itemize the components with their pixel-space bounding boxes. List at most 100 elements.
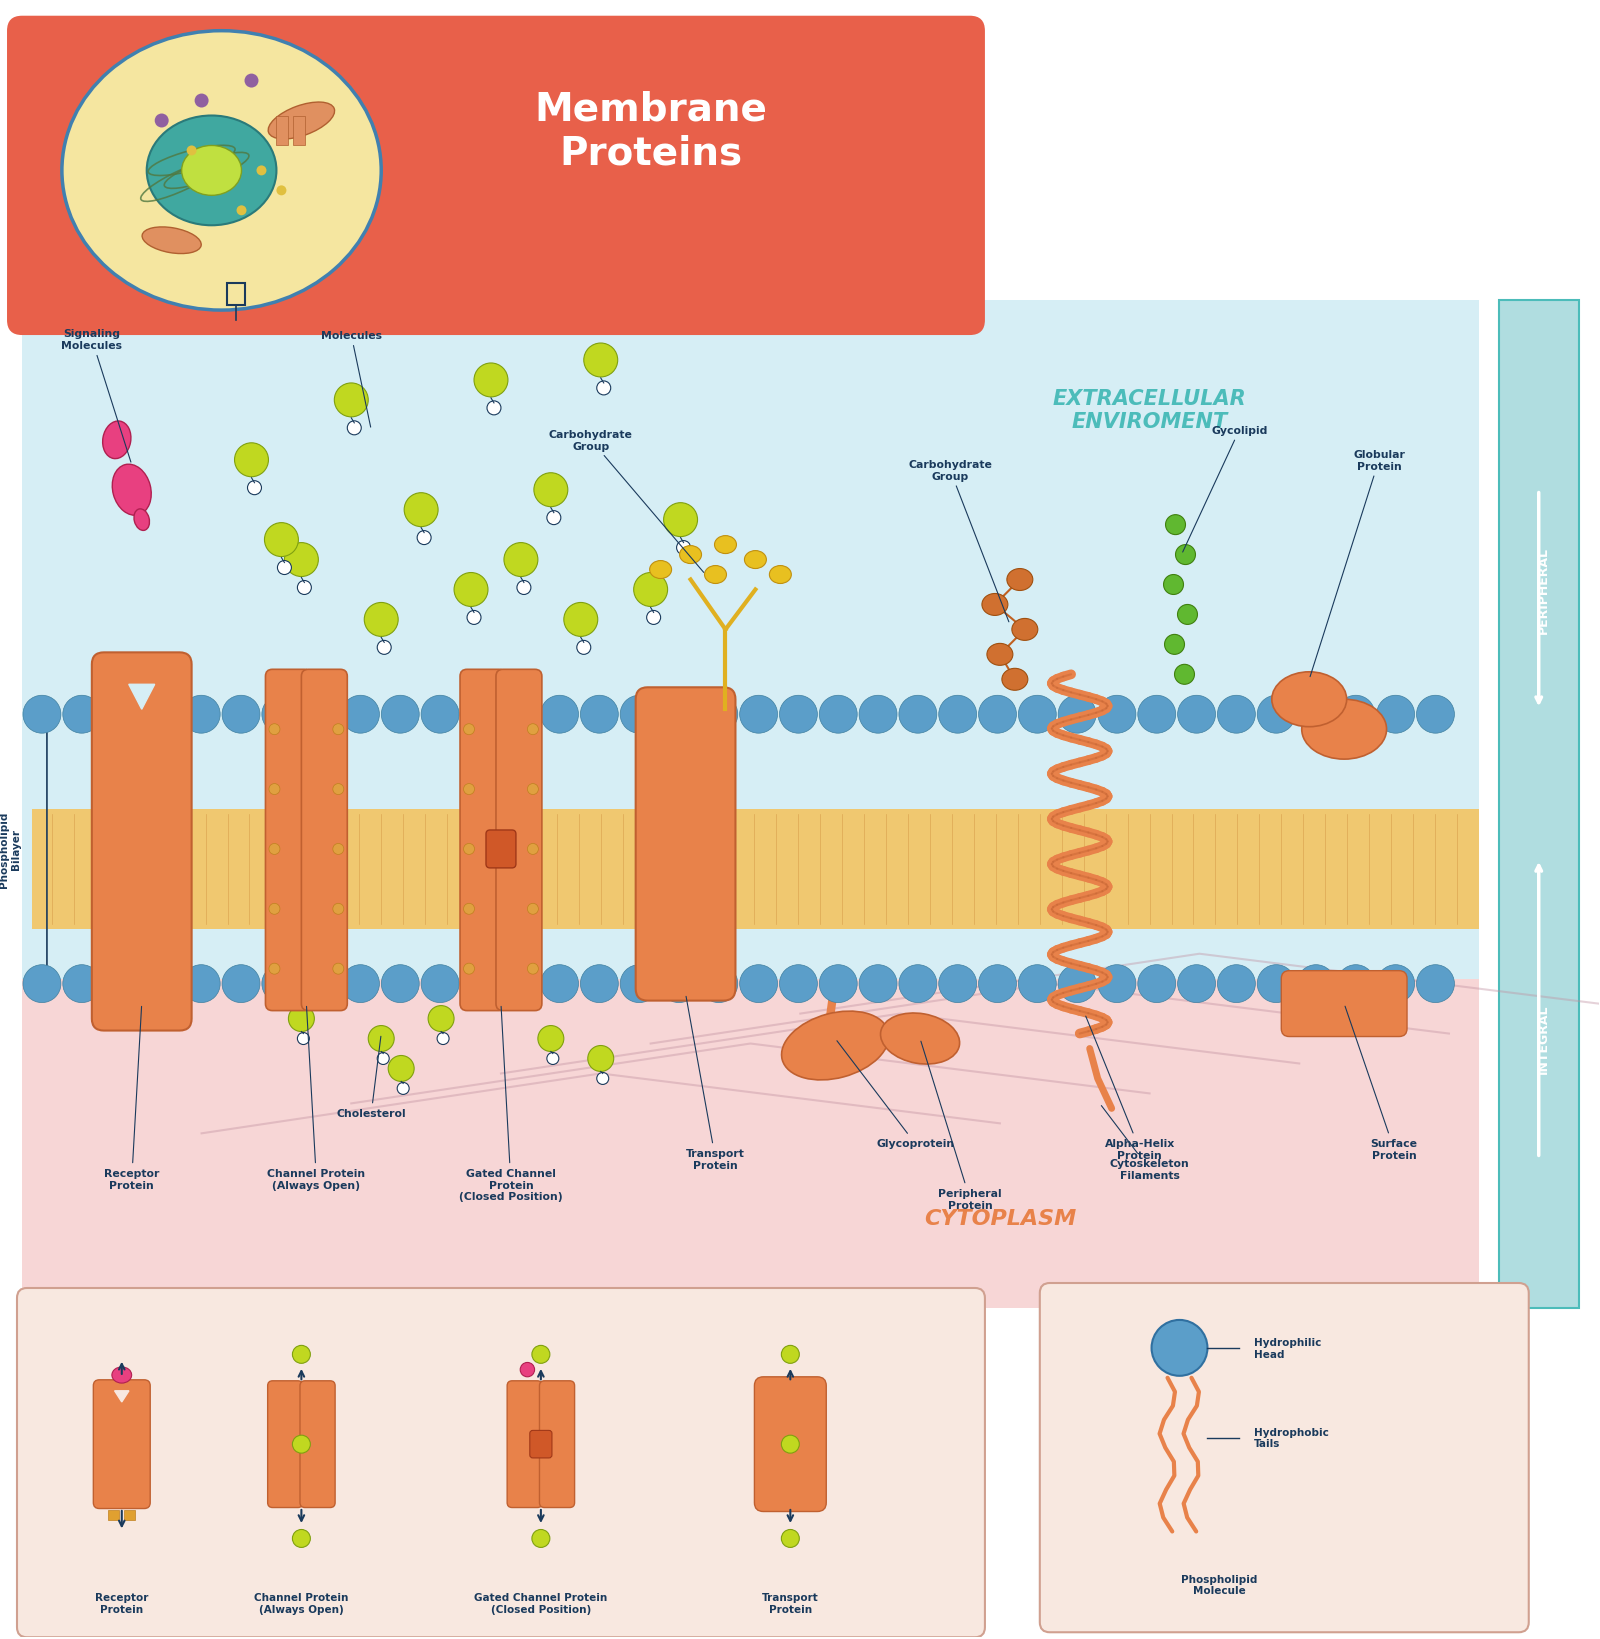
Ellipse shape — [1011, 620, 1038, 641]
Circle shape — [182, 697, 221, 734]
Circle shape — [819, 697, 858, 734]
Circle shape — [1338, 697, 1374, 734]
Circle shape — [1218, 965, 1256, 1003]
Circle shape — [597, 382, 611, 395]
Circle shape — [22, 697, 61, 734]
Ellipse shape — [1272, 672, 1347, 728]
Ellipse shape — [62, 31, 381, 311]
Circle shape — [464, 783, 475, 795]
Circle shape — [1058, 697, 1096, 734]
Ellipse shape — [142, 228, 202, 254]
Circle shape — [779, 697, 818, 734]
Circle shape — [333, 783, 344, 795]
FancyBboxPatch shape — [507, 1382, 542, 1508]
Ellipse shape — [982, 593, 1008, 616]
Circle shape — [237, 207, 246, 216]
Circle shape — [486, 402, 501, 416]
Text: Channel Protein
(Always Open): Channel Protein (Always Open) — [267, 1006, 365, 1190]
Circle shape — [1174, 665, 1195, 685]
Text: Glycoprotein: Glycoprotein — [837, 1041, 954, 1149]
Polygon shape — [115, 1392, 130, 1401]
Circle shape — [277, 187, 286, 197]
Circle shape — [939, 697, 976, 734]
Circle shape — [661, 697, 698, 734]
Circle shape — [1178, 965, 1216, 1003]
Circle shape — [1165, 634, 1184, 656]
Ellipse shape — [112, 465, 152, 516]
Circle shape — [501, 697, 539, 734]
FancyBboxPatch shape — [755, 1377, 826, 1511]
Bar — [227, 284, 245, 306]
Circle shape — [222, 697, 259, 734]
Polygon shape — [128, 685, 155, 710]
Circle shape — [155, 115, 168, 128]
Circle shape — [1338, 965, 1374, 1003]
Ellipse shape — [680, 546, 701, 564]
Ellipse shape — [147, 116, 277, 226]
FancyBboxPatch shape — [486, 831, 515, 869]
Text: Transport
Protein: Transport Protein — [762, 1593, 819, 1614]
Circle shape — [333, 724, 344, 736]
Circle shape — [182, 965, 221, 1003]
Circle shape — [587, 1046, 614, 1072]
Circle shape — [547, 1052, 558, 1065]
Circle shape — [187, 146, 197, 156]
Circle shape — [302, 697, 339, 734]
FancyBboxPatch shape — [91, 652, 192, 1031]
Text: Globular
Protein: Globular Protein — [1310, 449, 1405, 677]
Text: Gated Channel
Protein
(Closed Position): Gated Channel Protein (Closed Position) — [459, 1006, 563, 1201]
Circle shape — [474, 364, 507, 398]
Circle shape — [262, 697, 299, 734]
Ellipse shape — [770, 565, 792, 583]
Bar — [109, 1510, 118, 1521]
Circle shape — [454, 574, 488, 606]
Text: Phospholipid
Molecule: Phospholipid Molecule — [1181, 1573, 1258, 1595]
Circle shape — [779, 965, 818, 1003]
Circle shape — [365, 603, 398, 638]
Circle shape — [1178, 697, 1216, 734]
Text: Channel Protein
(Always Open): Channel Protein (Always Open) — [254, 1593, 349, 1614]
Circle shape — [699, 965, 738, 1003]
Circle shape — [347, 421, 362, 436]
Circle shape — [389, 1056, 414, 1082]
Circle shape — [781, 1436, 800, 1454]
Ellipse shape — [182, 146, 242, 197]
Circle shape — [1376, 697, 1414, 734]
FancyBboxPatch shape — [301, 670, 347, 1011]
Circle shape — [597, 1074, 608, 1085]
Circle shape — [1178, 605, 1197, 624]
FancyBboxPatch shape — [1282, 970, 1406, 1037]
Circle shape — [1176, 546, 1195, 565]
Ellipse shape — [704, 565, 726, 583]
Circle shape — [293, 1346, 310, 1364]
Circle shape — [269, 964, 280, 975]
Circle shape — [1018, 697, 1056, 734]
Bar — [1499, 302, 1579, 1308]
Circle shape — [528, 724, 538, 736]
Circle shape — [467, 611, 482, 624]
Circle shape — [298, 1033, 309, 1046]
Text: Carbohydrate
Group: Carbohydrate Group — [909, 459, 1010, 623]
Ellipse shape — [715, 536, 736, 554]
Circle shape — [1376, 965, 1414, 1003]
Ellipse shape — [1302, 700, 1387, 759]
Circle shape — [541, 697, 579, 734]
Circle shape — [285, 543, 318, 577]
Circle shape — [939, 965, 976, 1003]
Circle shape — [979, 965, 1016, 1003]
Text: Gycolipid: Gycolipid — [1182, 426, 1267, 552]
Text: Transport
Protein: Transport Protein — [686, 997, 746, 1170]
Circle shape — [421, 965, 459, 1003]
Circle shape — [378, 641, 390, 656]
Circle shape — [269, 783, 280, 795]
Circle shape — [429, 1006, 454, 1033]
Circle shape — [1416, 697, 1454, 734]
Circle shape — [528, 783, 538, 795]
Circle shape — [739, 697, 778, 734]
Ellipse shape — [987, 644, 1013, 665]
Circle shape — [664, 503, 698, 538]
Circle shape — [1018, 965, 1056, 1003]
Ellipse shape — [1002, 669, 1027, 692]
Circle shape — [531, 1346, 550, 1364]
Circle shape — [781, 1346, 800, 1364]
